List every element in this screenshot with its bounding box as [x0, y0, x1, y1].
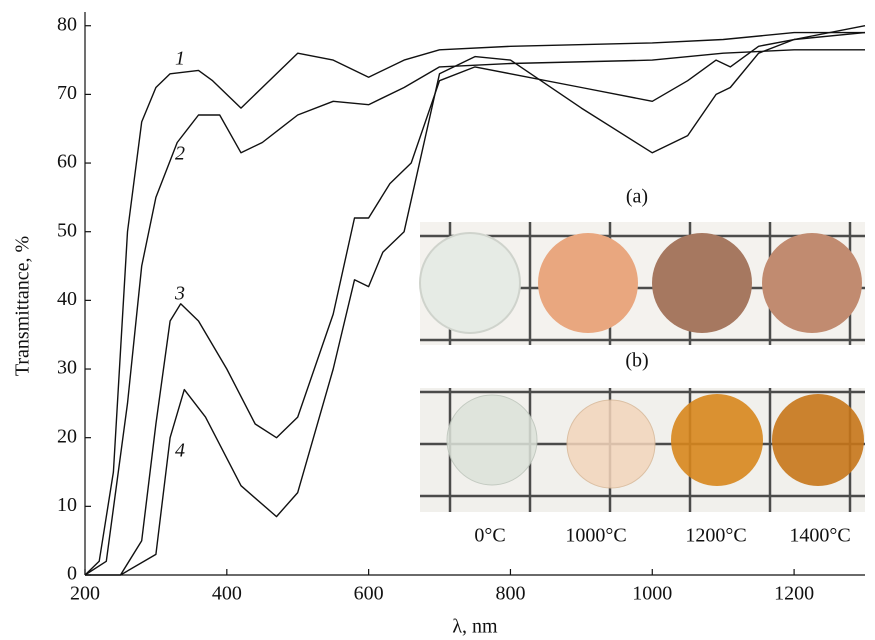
temperature-label: 1400°C — [789, 525, 850, 547]
curve-label: 2 — [175, 143, 185, 165]
y-axis-label: Transmittance, % — [12, 236, 34, 376]
y-tick-label: 30 — [57, 357, 77, 379]
x-tick-label: 400 — [212, 583, 242, 605]
photo-panel-b — [420, 388, 865, 512]
temperature-label: 0°C — [474, 525, 505, 547]
data-line — [120, 25, 866, 576]
panel-label: (b) — [625, 350, 648, 372]
data-line — [84, 49, 865, 576]
y-tick-label: 70 — [57, 82, 77, 104]
curve-label: 4 — [175, 440, 185, 462]
photo-panel-a — [419, 222, 865, 345]
y-tick-label: 0 — [67, 563, 77, 585]
data-line — [84, 31, 865, 576]
temperature-label: 1000°C — [565, 525, 626, 547]
y-tick-label: 10 — [57, 494, 77, 516]
x-tick-label: 1000 — [632, 583, 672, 605]
curve-label: 3 — [174, 283, 185, 305]
y-tick-label: 50 — [57, 219, 77, 241]
x-axis-label: λ, nm — [452, 616, 498, 638]
x-tick-label: 600 — [354, 583, 384, 605]
x-tick-label: 200 — [70, 583, 100, 605]
y-tick-label: 40 — [57, 288, 77, 310]
y-tick-label: 20 — [57, 425, 77, 447]
panel-label: (a) — [626, 186, 648, 208]
data-line — [85, 31, 866, 576]
y-tick-label: 60 — [57, 151, 77, 173]
curve-label: 1 — [175, 48, 185, 70]
x-tick-label: 1200 — [774, 583, 814, 605]
y-tick-label: 80 — [57, 13, 77, 35]
x-tick-label: 800 — [495, 583, 525, 605]
temperature-label: 1200°C — [685, 525, 746, 547]
